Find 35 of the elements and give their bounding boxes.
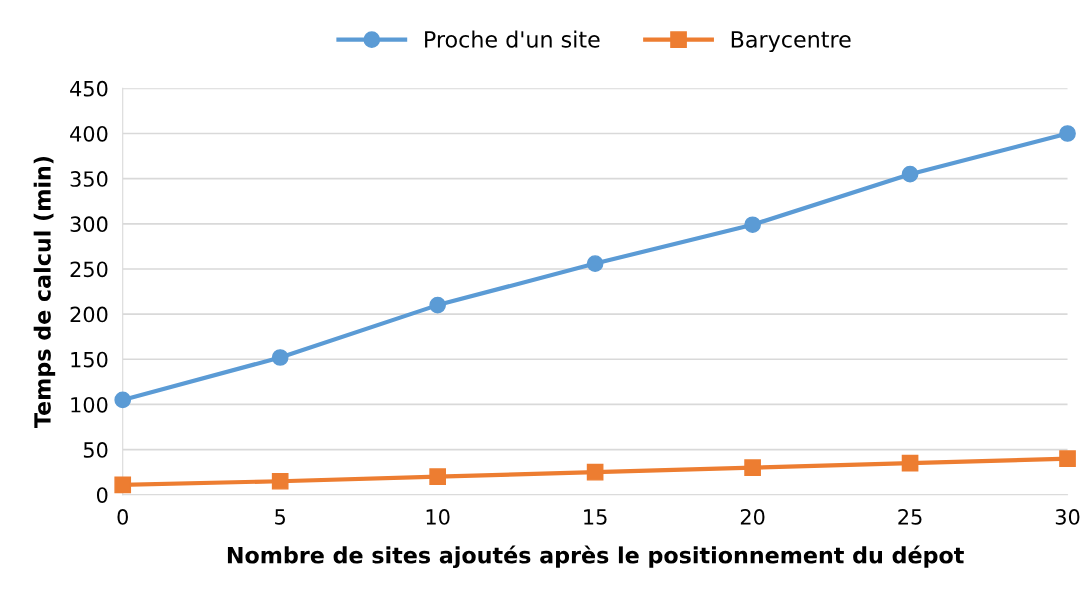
x-tick-label: 25 — [898, 509, 922, 525]
y-tick-label: 300 — [70, 216, 108, 233]
point — [744, 459, 761, 477]
point — [1059, 125, 1076, 142]
point — [1059, 450, 1076, 467]
y-tick-label: 0 — [96, 487, 108, 503]
legend-label: Proche d'un site — [425, 30, 600, 48]
x-axis-title: Nombre de sites ajoutés après le positionnement du dépot — [227, 545, 964, 569]
x-tick-label: 15 — [584, 509, 607, 525]
point — [114, 476, 132, 494]
x-tick-label: 0 — [117, 509, 128, 525]
point — [744, 216, 761, 234]
y-tick-label: 450 — [70, 80, 108, 97]
x-tick-label: 5 — [275, 509, 285, 525]
x-tick-label: 30 — [1055, 509, 1080, 525]
y-tick-label: 200 — [70, 306, 108, 323]
legend-label: Barycentre — [731, 31, 851, 53]
point — [586, 255, 604, 272]
point — [901, 454, 919, 472]
y-tick-label: 350 — [70, 171, 108, 187]
y-tick-label: 250 — [70, 261, 108, 278]
point — [586, 463, 604, 481]
y-tick-label: 150 — [71, 351, 108, 368]
y-tick-label: 100 — [71, 396, 108, 413]
y-axis-title: Temps de calcul (min) — [33, 156, 56, 428]
point — [429, 296, 446, 314]
y-tick-label: 50 — [83, 442, 108, 458]
x-tick-label: 10 — [426, 509, 450, 525]
y-tick-label: 400 — [70, 125, 108, 142]
x-tick-label: 20 — [740, 509, 765, 525]
point — [429, 468, 446, 486]
point — [271, 349, 289, 366]
point — [114, 391, 132, 409]
point — [271, 472, 289, 490]
point — [901, 165, 919, 183]
